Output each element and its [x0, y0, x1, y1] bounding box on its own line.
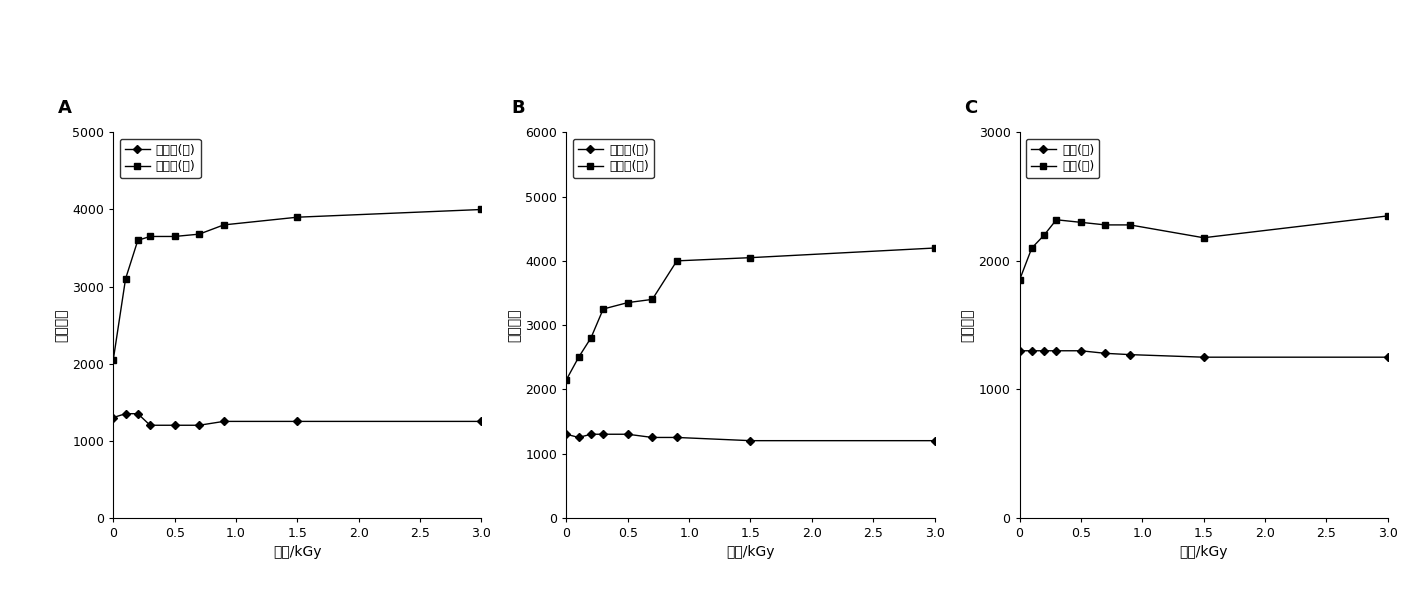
葡萄糖(湿) [644, 296, 661, 303]
蔗糖(湿) [1011, 276, 1028, 284]
Line: 红蔗糖(湿): 红蔗糖(湿) [110, 206, 484, 363]
红蔗糖(湿) [166, 233, 183, 240]
Text: C: C [964, 99, 977, 117]
红蔗糖(湿) [289, 214, 306, 221]
Text: B: B [511, 99, 525, 117]
红蔗糖(干) [129, 410, 146, 417]
红蔗糖(干) [215, 418, 232, 425]
红蔗糖(湿) [215, 222, 232, 229]
Line: 葡萄糖(干): 葡萄糖(干) [564, 431, 937, 444]
红蔗糖(湿) [142, 233, 159, 240]
蔗糖(干) [1035, 347, 1052, 355]
蔗糖(湿) [1048, 216, 1065, 223]
Y-axis label: 光子计数: 光子计数 [960, 308, 974, 342]
蔗糖(干) [1011, 347, 1028, 355]
蔗糖(干) [1195, 353, 1212, 361]
Legend: 红蔗糖(干), 红蔗糖(湿): 红蔗糖(干), 红蔗糖(湿) [119, 138, 201, 178]
葡萄糖(干) [558, 430, 575, 438]
红蔗糖(湿) [473, 206, 490, 213]
X-axis label: 剂量/kGy: 剂量/kGy [273, 545, 321, 559]
Text: A: A [58, 99, 72, 117]
葡萄糖(干) [571, 434, 588, 441]
蔗糖(湿) [1024, 244, 1041, 252]
蔗糖(干) [1072, 347, 1089, 355]
蔗糖(湿) [1072, 219, 1089, 226]
蔗糖(干) [1121, 351, 1138, 358]
蔗糖(干) [1379, 353, 1396, 361]
Y-axis label: 光子计数: 光子计数 [54, 308, 68, 342]
蔗糖(湿) [1195, 234, 1212, 241]
蔗糖(湿) [1379, 213, 1396, 220]
葡萄糖(干) [595, 430, 612, 438]
Line: 葡萄糖(湿): 葡萄糖(湿) [564, 245, 937, 383]
红蔗糖(干) [289, 418, 306, 425]
红蔗糖(干) [105, 414, 122, 421]
红蔗糖(干) [166, 421, 183, 429]
X-axis label: 辐照/kGy: 辐照/kGy [1180, 545, 1228, 559]
红蔗糖(湿) [191, 231, 208, 238]
蔗糖(干) [1048, 347, 1065, 355]
蔗糖(干) [1024, 347, 1041, 355]
蔗糖(湿) [1035, 232, 1052, 239]
红蔗糖(干) [142, 421, 159, 429]
Line: 蔗糖(湿): 蔗糖(湿) [1017, 213, 1391, 284]
葡萄糖(干) [742, 437, 759, 444]
葡萄糖(湿) [668, 257, 685, 264]
Y-axis label: 光子计数: 光子计数 [507, 308, 521, 342]
葡萄糖(干) [668, 434, 685, 441]
葡萄糖(干) [644, 434, 661, 441]
Line: 红蔗糖(干): 红蔗糖(干) [110, 411, 484, 429]
蔗糖(湿) [1097, 222, 1114, 229]
红蔗糖(干) [191, 421, 208, 429]
葡萄糖(湿) [926, 244, 943, 252]
蔗糖(干) [1097, 350, 1114, 357]
红蔗糖(干) [118, 410, 135, 417]
红蔗糖(干) [473, 418, 490, 425]
Legend: 蔗糖(干), 蔗糖(湿): 蔗糖(干), 蔗糖(湿) [1025, 138, 1099, 178]
葡萄糖(湿) [571, 353, 588, 361]
Line: 蔗糖(干): 蔗糖(干) [1017, 347, 1391, 361]
葡萄糖(湿) [558, 376, 575, 383]
X-axis label: 剂量/kGy: 剂量/kGy [726, 545, 775, 559]
葡萄糖(湿) [619, 299, 636, 306]
红蔗糖(湿) [118, 275, 135, 282]
葡萄糖(湿) [742, 254, 759, 261]
蔗糖(湿) [1121, 222, 1138, 229]
葡萄糖(湿) [582, 334, 599, 341]
葡萄糖(湿) [595, 305, 612, 312]
葡萄糖(干) [926, 437, 943, 444]
红蔗糖(湿) [105, 356, 122, 364]
Legend: 葡萄糖(干), 葡萄糖(湿): 葡萄糖(干), 葡萄糖(湿) [572, 138, 654, 178]
葡萄糖(干) [582, 430, 599, 438]
红蔗糖(湿) [129, 237, 146, 244]
葡萄糖(干) [619, 430, 636, 438]
